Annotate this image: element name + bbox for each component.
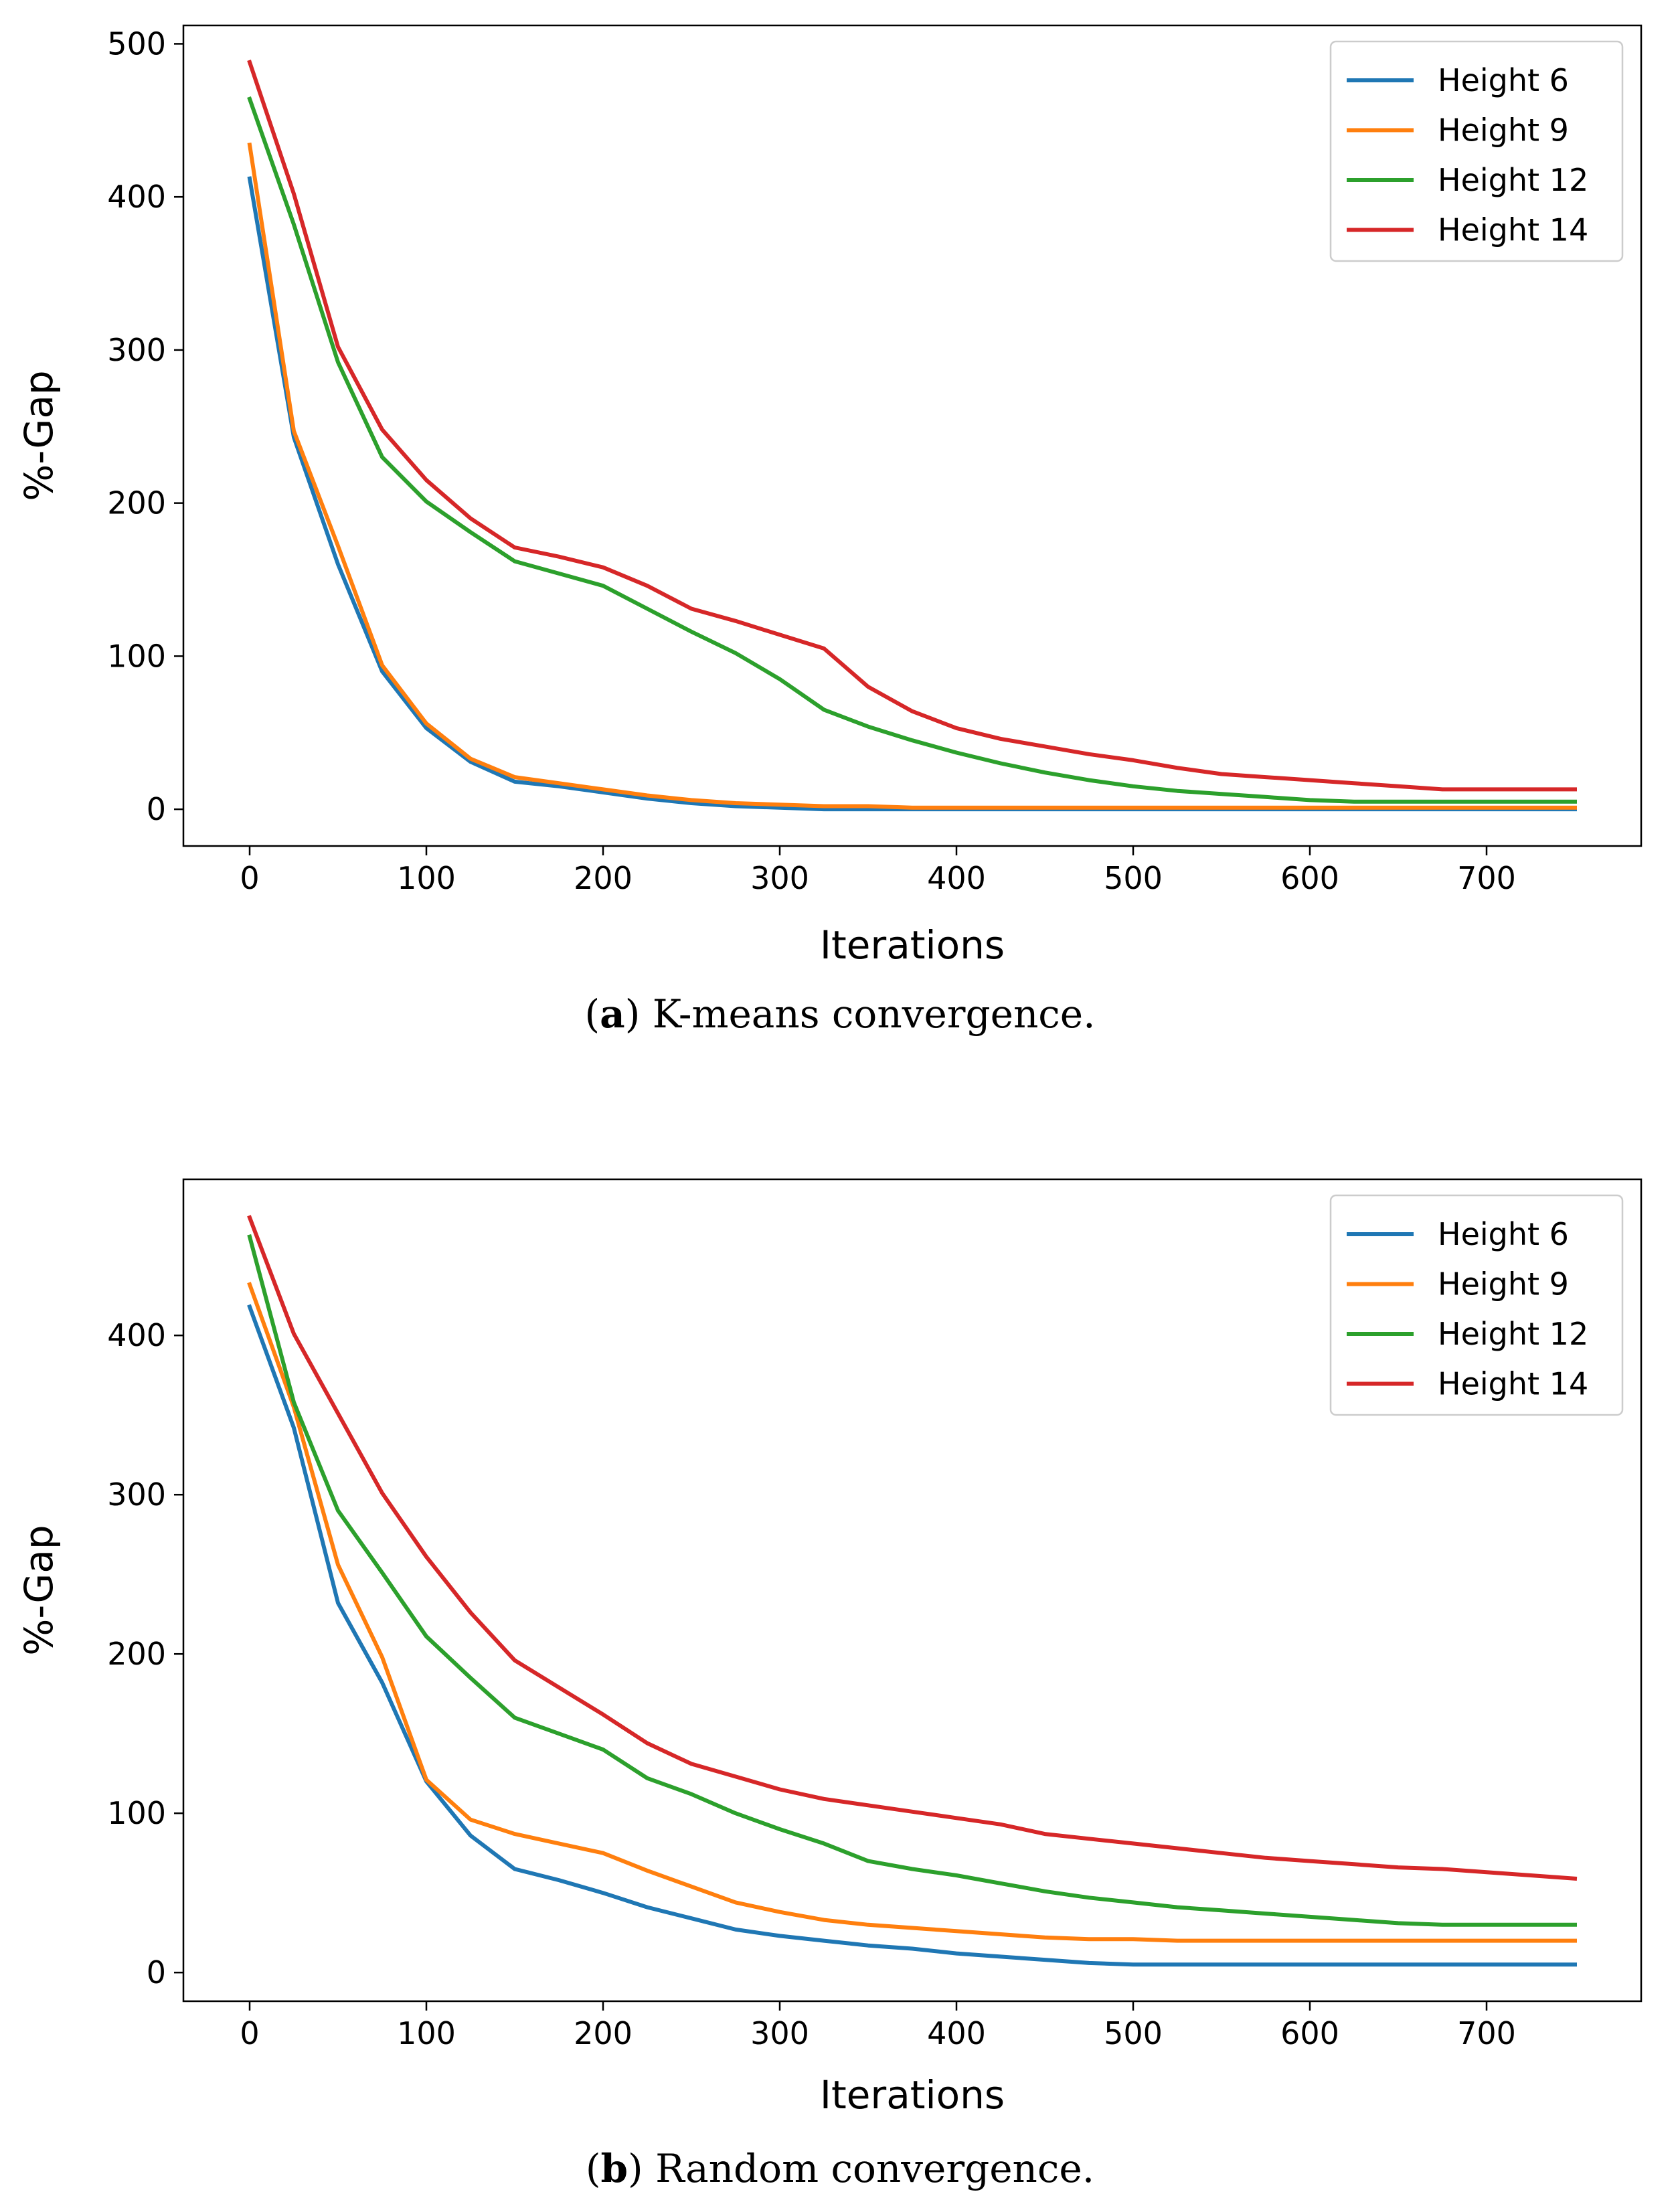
x-tick-label: 100 bbox=[397, 860, 456, 896]
y-tick-label: 400 bbox=[107, 1317, 166, 1353]
series-line-height-9 bbox=[247, 142, 1577, 810]
x-tick-label: 300 bbox=[750, 2015, 809, 2051]
x-axis-label: Iterations bbox=[820, 922, 1005, 968]
legend-label: Height 12 bbox=[1438, 1316, 1588, 1352]
legend-item: Height 14 bbox=[1347, 212, 1588, 248]
legend-item: Height 12 bbox=[1347, 1316, 1588, 1352]
x-tick-label: 400 bbox=[927, 2015, 986, 2051]
x-tick-label: 200 bbox=[574, 2015, 633, 2051]
x-tick-label: 600 bbox=[1280, 860, 1339, 896]
y-tick-label: 300 bbox=[107, 1476, 166, 1513]
series-line-height-6 bbox=[247, 176, 1577, 812]
x-tick-label: 300 bbox=[750, 860, 809, 896]
x-tick-label: 400 bbox=[927, 860, 986, 896]
y-tick-label: 100 bbox=[107, 1795, 166, 1831]
figure-caption: (b) Random convergence. bbox=[586, 2146, 1094, 2191]
series-line-height-6 bbox=[247, 1304, 1577, 1967]
x-tick-label: 500 bbox=[1104, 2015, 1163, 2051]
x-tick-label: 700 bbox=[1457, 2015, 1516, 2051]
chart-b: 0 100 200 300 400 500 600 700 0 100 200 300 400 Itera… bbox=[16, 1178, 1643, 2191]
y-tick-label: 300 bbox=[107, 332, 166, 368]
x-tick-label: 500 bbox=[1104, 860, 1163, 896]
x-tick-label: 0 bbox=[240, 2015, 259, 2051]
legend-label: Height 12 bbox=[1438, 162, 1588, 198]
legend-label: Height 6 bbox=[1438, 1216, 1569, 1252]
series-line-height-12 bbox=[247, 1234, 1577, 1927]
y-axis-label: %-Gap bbox=[16, 370, 62, 501]
legend-item: Height 6 bbox=[1347, 1216, 1569, 1252]
series-lines bbox=[247, 60, 1577, 812]
series-lines bbox=[247, 1215, 1578, 1967]
series-line-height-12 bbox=[247, 96, 1577, 804]
x-tick-label: 700 bbox=[1457, 860, 1516, 896]
legend-box bbox=[1329, 40, 1624, 262]
legend-item: Height 9 bbox=[1347, 112, 1569, 149]
legend-label: Height 6 bbox=[1438, 62, 1569, 98]
x-tick-label: 600 bbox=[1280, 2015, 1339, 2051]
y-tick-label: 400 bbox=[107, 179, 166, 215]
axes-frame bbox=[182, 24, 1643, 847]
series-line-height-14 bbox=[247, 1215, 1578, 1881]
legend-label: Height 9 bbox=[1438, 1266, 1569, 1302]
legend-label: Height 14 bbox=[1438, 1366, 1588, 1402]
legend-item: Height 12 bbox=[1347, 162, 1588, 198]
figure-caption: (a) K-means convergence. bbox=[584, 991, 1095, 1037]
chart-a: 0 100 200 300 400 500 600 700 0 100 200 300 400 500 It… bbox=[16, 24, 1643, 1037]
y-tick-label: 0 bbox=[147, 791, 166, 827]
y-tick-label: 200 bbox=[107, 485, 166, 521]
y-tick-label: 0 bbox=[147, 1954, 166, 1991]
legend-item: Height 9 bbox=[1347, 1266, 1569, 1302]
legend: Height 6 Height 9 Height 12 Height 14 bbox=[1329, 1194, 1624, 1416]
series-line-height-9 bbox=[247, 1282, 1577, 1943]
series-line-height-14 bbox=[247, 60, 1577, 792]
x-tick-label: 100 bbox=[397, 2015, 456, 2051]
legend-item: Height 6 bbox=[1347, 62, 1569, 98]
y-axis-label: %-Gap bbox=[16, 1525, 62, 1655]
legend-label: Height 14 bbox=[1438, 212, 1588, 248]
legend: Height 6 Height 9 Height 12 Height 14 bbox=[1329, 40, 1624, 262]
y-tick-label: 200 bbox=[107, 1636, 166, 1672]
x-axis-label: Iterations bbox=[820, 2072, 1005, 2118]
legend-label: Height 9 bbox=[1438, 112, 1569, 149]
legend-box bbox=[1329, 1194, 1624, 1416]
x-tick-label: 0 bbox=[240, 860, 259, 896]
y-tick-label: 100 bbox=[107, 638, 166, 674]
legend-item: Height 14 bbox=[1347, 1366, 1588, 1402]
x-tick-label: 200 bbox=[574, 860, 633, 896]
y-tick-label: 500 bbox=[107, 25, 166, 62]
axes-frame bbox=[182, 1178, 1643, 2003]
